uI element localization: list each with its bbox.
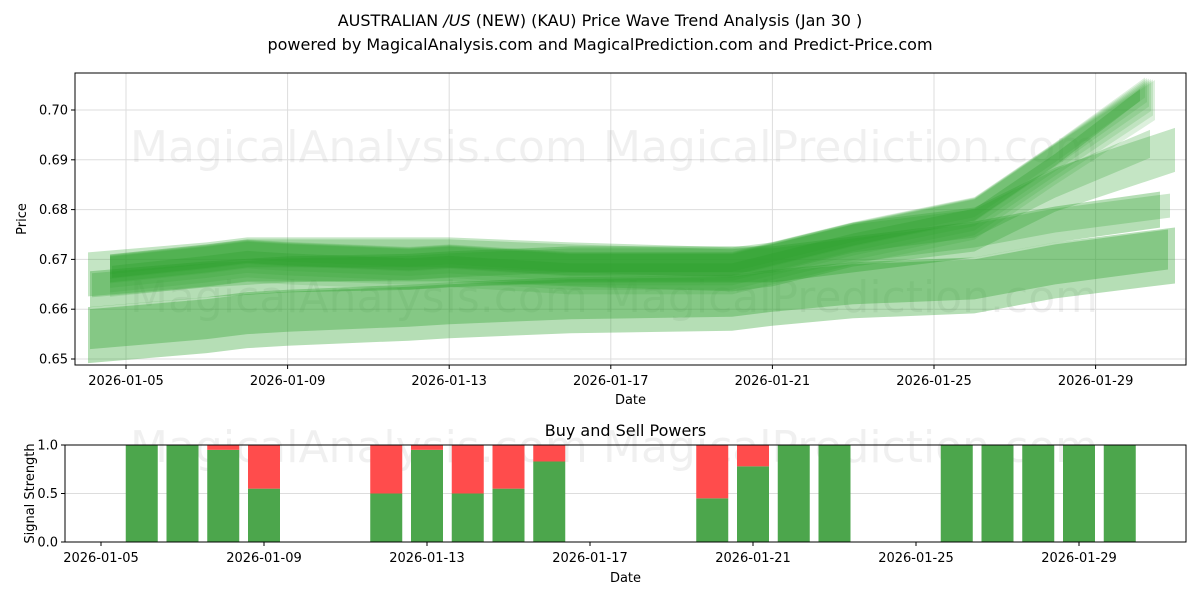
title-prefix: AUSTRALIAN	[337, 11, 444, 30]
buy-bar	[737, 466, 769, 542]
wave-band	[92, 193, 1170, 298]
wave-band	[88, 227, 1175, 364]
y-tick-label: 0.69	[39, 153, 68, 168]
buy-bar	[492, 488, 525, 542]
sell-bar	[370, 445, 403, 494]
watermark: MagicalAnalysis.com	[130, 272, 588, 323]
y-tick-label: 0.65	[39, 353, 68, 368]
watermark: MagicalAnalysis.com	[130, 122, 588, 173]
wave-band	[110, 77, 1145, 275]
buy-bar	[533, 461, 566, 542]
buy-bar	[451, 493, 484, 542]
buy-bar	[166, 445, 199, 542]
watermark: MagicalPrediction.com	[603, 272, 1098, 323]
chart-subtitle: powered by MagicalAnalysis.com and Magic…	[267, 35, 933, 54]
buy-bar	[207, 449, 240, 542]
sell-bar	[533, 445, 566, 462]
buy-sell-title: Buy and Sell Powers	[545, 421, 707, 440]
buy-bar	[248, 488, 280, 542]
buy-bar	[370, 493, 403, 542]
sell-bar	[207, 445, 240, 450]
buy-bar	[696, 498, 729, 542]
x-tick-label: 2026-01-09	[250, 374, 326, 389]
wave-band	[110, 79, 1151, 288]
y-tick-label: 0.0	[37, 536, 58, 551]
x-tick-label: 2026-01-05	[88, 374, 164, 389]
sell-bar	[411, 445, 443, 450]
sell-bar	[451, 445, 484, 494]
x-tick-label: 2026-01-17	[573, 374, 649, 389]
x-tick-label: 2026-01-21	[715, 551, 791, 566]
y-tick-label: 0.5	[37, 487, 58, 502]
y-tick-label: 0.67	[39, 253, 68, 268]
sell-bar	[248, 445, 280, 489]
x-tick-label: 2026-01-17	[552, 551, 628, 566]
sell-bar	[696, 445, 729, 499]
buy-bar	[411, 449, 443, 542]
buy-bar	[818, 445, 851, 542]
buy-bar	[940, 445, 973, 542]
buy-bar	[1022, 445, 1055, 542]
x-axis-label: Date	[610, 571, 641, 586]
title-suffix: (NEW) (KAU) Price Wave Trend Analysis (J…	[470, 11, 863, 30]
buy-bar	[981, 445, 1014, 542]
x-tick-label: 2026-01-13	[389, 551, 465, 566]
y-tick-label: 0.66	[39, 303, 68, 318]
x-tick-label: 2026-01-05	[63, 551, 139, 566]
x-tick-label: 2026-01-25	[896, 374, 972, 389]
y-axis-label: Signal Strength	[23, 443, 38, 543]
watermark: MagicalPrediction.com	[603, 122, 1098, 173]
buy-bar	[1063, 445, 1095, 542]
x-axis-label: Date	[615, 393, 646, 408]
wave-band	[88, 127, 1175, 297]
y-tick-label: 1.0	[37, 439, 58, 454]
sell-bar	[492, 445, 525, 489]
buy-bar	[125, 445, 158, 542]
y-tick-label: 0.68	[39, 203, 68, 218]
title-italic: /US	[443, 11, 471, 30]
buy-bar	[1103, 445, 1136, 542]
x-tick-label: 2026-01-25	[878, 551, 954, 566]
wave-band	[90, 191, 1160, 308]
wave-band	[110, 78, 1149, 284]
wave-band	[90, 229, 1168, 350]
price-chart-frame	[74, 72, 1187, 366]
wave-band	[112, 89, 1140, 278]
y-axis-label: Price	[15, 203, 30, 235]
x-tick-label: 2026-01-09	[226, 551, 302, 566]
x-tick-label: 2026-01-13	[411, 374, 487, 389]
x-tick-label: 2026-01-29	[1058, 374, 1134, 389]
wave-band	[110, 78, 1147, 279]
wave-band	[110, 129, 1150, 283]
buy-bar	[777, 445, 810, 542]
price-chart: MagicalAnalysis.com MagicalPrediction.com…	[75, 73, 1186, 365]
y-tick-label: 0.70	[39, 104, 68, 119]
wave-band	[110, 80, 1155, 297]
wave-band	[110, 79, 1153, 293]
x-tick-label: 2026-01-21	[735, 374, 811, 389]
chart-title: AUSTRALIAN /US (NEW) (KAU) Price Wave Tr…	[0, 11, 1200, 31]
sell-bar	[737, 445, 769, 467]
x-tick-label: 2026-01-29	[1041, 551, 1117, 566]
